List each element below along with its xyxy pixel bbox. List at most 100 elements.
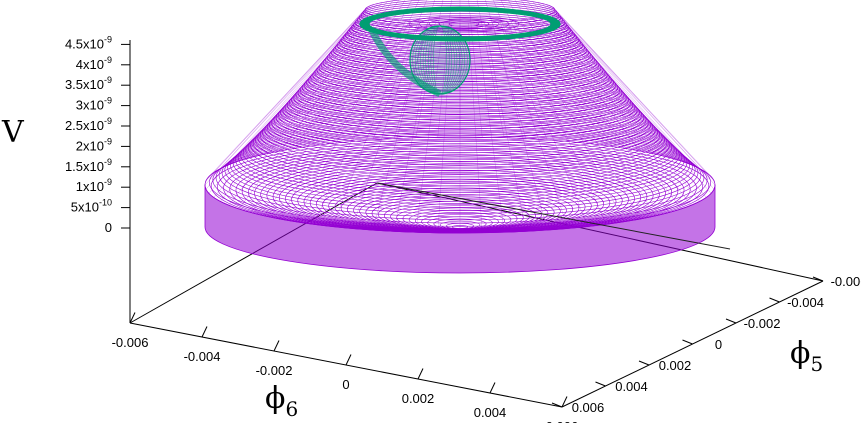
y-axis-label: ϕ5 [790, 336, 823, 376]
x-axis-label: ϕ6 [265, 381, 298, 421]
z-tick-label: 3.5x10-9 [65, 75, 112, 92]
z-tick-exponent: -9 [104, 96, 112, 106]
z-tick-exponent: -9 [104, 34, 112, 44]
z-tick-mantissa: 2x10 [76, 138, 104, 153]
z-tick-exponent: -9 [104, 136, 112, 146]
y-axis-label-symbol: ϕ [790, 336, 810, 371]
surface-meridian [554, 11, 715, 190]
surface-meridian [527, 19, 641, 220]
surface-meridian [551, 13, 707, 198]
surface-meridian [507, 0, 588, 144]
surface-meridian [313, 0, 406, 146]
y-tick-label: -0.004 [787, 295, 824, 310]
z-tick-mantissa: 1.5x10 [65, 159, 104, 174]
z-tick-label: 1.5x10-9 [65, 157, 112, 174]
surface-meridian [554, 9, 716, 186]
z-tick-mantissa: 2.5x10 [65, 118, 104, 133]
axes [121, 40, 824, 408]
tick-labels: 4.5x10-94x10-93.5x10-93x10-92.5x10-92x10… [65, 34, 861, 423]
y-tick [638, 360, 650, 366]
x-tick [273, 340, 280, 352]
z-tick-label: 4.5x10-9 [65, 34, 112, 51]
z-tick-exponent: -9 [104, 177, 112, 187]
z-tick-exponent: -9 [104, 157, 112, 167]
surface-meridian [208, 7, 367, 177]
surface-meridian [476, 22, 505, 233]
y-tick [595, 381, 606, 387]
surface-meridian [352, 0, 420, 142]
surface-meridian [393, 22, 436, 232]
x-tick [489, 382, 496, 394]
x-tick-label: 0.004 [474, 405, 507, 420]
valley-ring [359, 6, 561, 42]
y-tick-label: 0 [715, 337, 722, 352]
top-ring [408, 15, 520, 33]
lobe-connector [368, 28, 442, 98]
surface-meridian [484, 22, 527, 232]
axis-labels: V ϕ6 ϕ5 [1, 115, 823, 421]
y-tick [551, 402, 563, 408]
z-tick-label: 2x10-9 [76, 136, 112, 153]
surface-meridian [514, 20, 607, 225]
z-tick-exponent: -10 [99, 198, 112, 208]
y-axis-label-subscript: 5 [810, 352, 823, 376]
z-tick-label: 3x10-9 [76, 96, 112, 113]
x-tick-label: -0.006 [112, 335, 149, 350]
z-tick-exponent: -9 [104, 116, 112, 126]
z-tick-mantissa: 4.5x10 [65, 36, 104, 51]
z-tick-mantissa: 5x10 [71, 200, 99, 215]
surface-meridian [537, 2, 670, 158]
surface-meridian [554, 8, 715, 181]
surface-meridian [532, 18, 656, 216]
x-tick [129, 312, 136, 324]
surface-meridian [500, 0, 568, 142]
top-ring [418, 17, 510, 31]
surface-meridian [527, 0, 641, 152]
y-tick-label: 0.002 [659, 358, 692, 373]
surface-meridian [493, 0, 548, 140]
surface-meridian [393, 0, 435, 139]
surface-meridian [553, 12, 712, 194]
surface-meridian [537, 17, 670, 213]
z-axis-label: V [1, 115, 25, 150]
surface-meridian [228, 15, 375, 206]
surface-meridian [437, 0, 452, 138]
surface-meridian [239, 3, 378, 162]
x-tick-label: 0 [342, 377, 349, 392]
z-tick-label: 4x10-9 [76, 55, 112, 72]
x-tick [345, 354, 352, 366]
surface-meridian [213, 6, 369, 173]
y-tick [812, 276, 824, 282]
z-tick-mantissa: 1x10 [76, 179, 104, 194]
surface-meridian [352, 21, 421, 229]
surface-meridian [520, 0, 625, 149]
surface-meridian [204, 9, 366, 186]
surface-meridian [415, 22, 444, 233]
surface-meridian [250, 2, 383, 158]
surface-meridian [507, 21, 588, 227]
valley-lobe [368, 25, 471, 98]
surface-meridians [204, 0, 716, 233]
x-tick-label: -0.002 [256, 363, 293, 378]
z-tick-mantissa: 3.5x10 [65, 77, 104, 92]
z-tick-label: 5x10-10 [71, 198, 112, 215]
x-tick [201, 326, 208, 338]
y-tick [725, 318, 737, 324]
z-tick-label: 1x10-9 [76, 177, 112, 194]
floor-inner-line [376, 182, 731, 250]
surface-meridian [295, 19, 400, 222]
z-tick-exponent: -9 [104, 75, 112, 85]
y-tick [769, 297, 780, 303]
z-tick-exponent: -9 [104, 55, 112, 65]
surface-meridian [545, 15, 692, 206]
surface-meridian [220, 5, 371, 169]
surface-meridian [332, 0, 413, 144]
z-tick-mantissa: 3x10 [76, 98, 104, 113]
top-ring [448, 21, 480, 27]
x-tick-label: 0.002 [402, 391, 435, 406]
surface-meridian [476, 0, 505, 138]
y-tick-label: -0.002 [744, 316, 781, 331]
surface-meridian [279, 0, 393, 152]
top-ring [438, 19, 490, 29]
